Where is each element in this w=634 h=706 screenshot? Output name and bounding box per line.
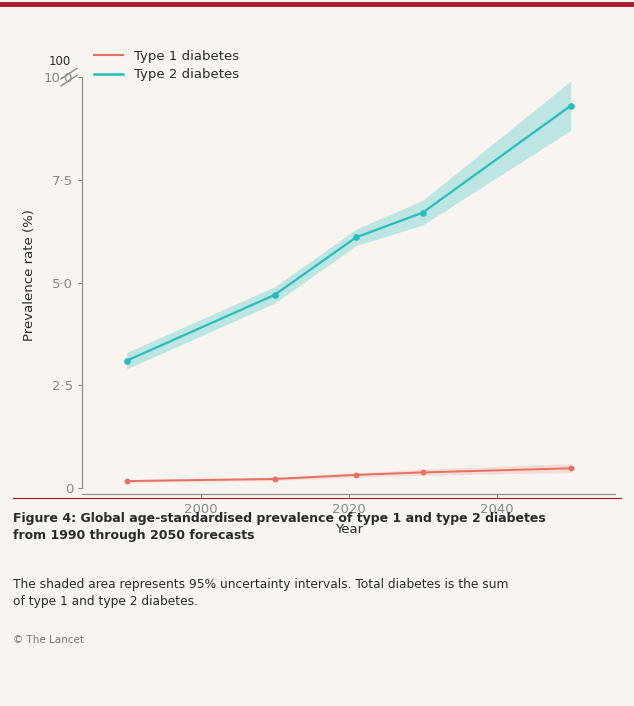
Text: Figure 4: Global age-standardised prevalence of type 1 and type 2 diabetes
from : Figure 4: Global age-standardised preval…: [13, 512, 545, 542]
Text: © The Lancet: © The Lancet: [13, 635, 84, 645]
X-axis label: Year: Year: [335, 523, 363, 536]
Legend: Type 1 diabetes, Type 2 diabetes: Type 1 diabetes, Type 2 diabetes: [94, 50, 239, 81]
Text: The shaded area represents 95% uncertainty intervals. Total diabetes is the sum
: The shaded area represents 95% uncertain…: [13, 578, 508, 607]
Y-axis label: Prevalence rate (%): Prevalence rate (%): [23, 210, 36, 341]
Text: 100: 100: [49, 55, 72, 68]
